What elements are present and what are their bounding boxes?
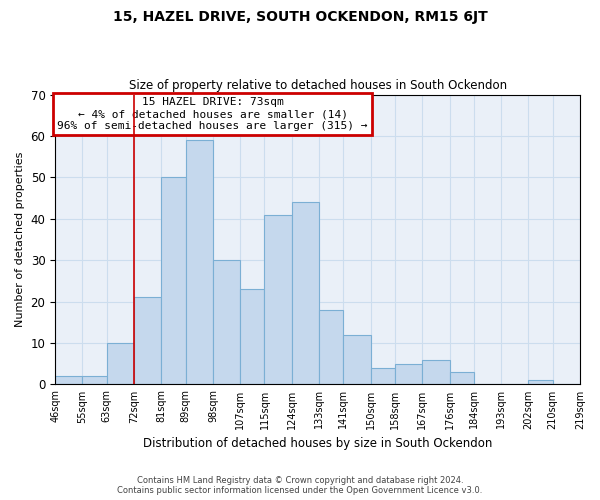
Bar [529, 380, 553, 384]
Bar [134, 298, 161, 384]
Bar [185, 140, 213, 384]
Bar [395, 364, 422, 384]
Bar [55, 376, 82, 384]
Bar [213, 260, 240, 384]
Bar [292, 202, 319, 384]
Bar [319, 310, 343, 384]
Bar [82, 376, 107, 384]
Text: Contains HM Land Registry data © Crown copyright and database right 2024.
Contai: Contains HM Land Registry data © Crown c… [118, 476, 482, 495]
Title: Size of property relative to detached houses in South Ockendon: Size of property relative to detached ho… [128, 79, 506, 92]
Bar [107, 343, 134, 384]
Bar [161, 178, 185, 384]
Bar [449, 372, 474, 384]
Text: 15, HAZEL DRIVE, SOUTH OCKENDON, RM15 6JT: 15, HAZEL DRIVE, SOUTH OCKENDON, RM15 6J… [113, 10, 487, 24]
Y-axis label: Number of detached properties: Number of detached properties [15, 152, 25, 327]
Text: 15 HAZEL DRIVE: 73sqm
← 4% of detached houses are smaller (14)
96% of semi-detac: 15 HAZEL DRIVE: 73sqm ← 4% of detached h… [58, 98, 368, 130]
X-axis label: Distribution of detached houses by size in South Ockendon: Distribution of detached houses by size … [143, 437, 492, 450]
Bar [371, 368, 395, 384]
Bar [422, 360, 449, 384]
Bar [265, 214, 292, 384]
Bar [343, 334, 371, 384]
Bar [240, 289, 265, 384]
